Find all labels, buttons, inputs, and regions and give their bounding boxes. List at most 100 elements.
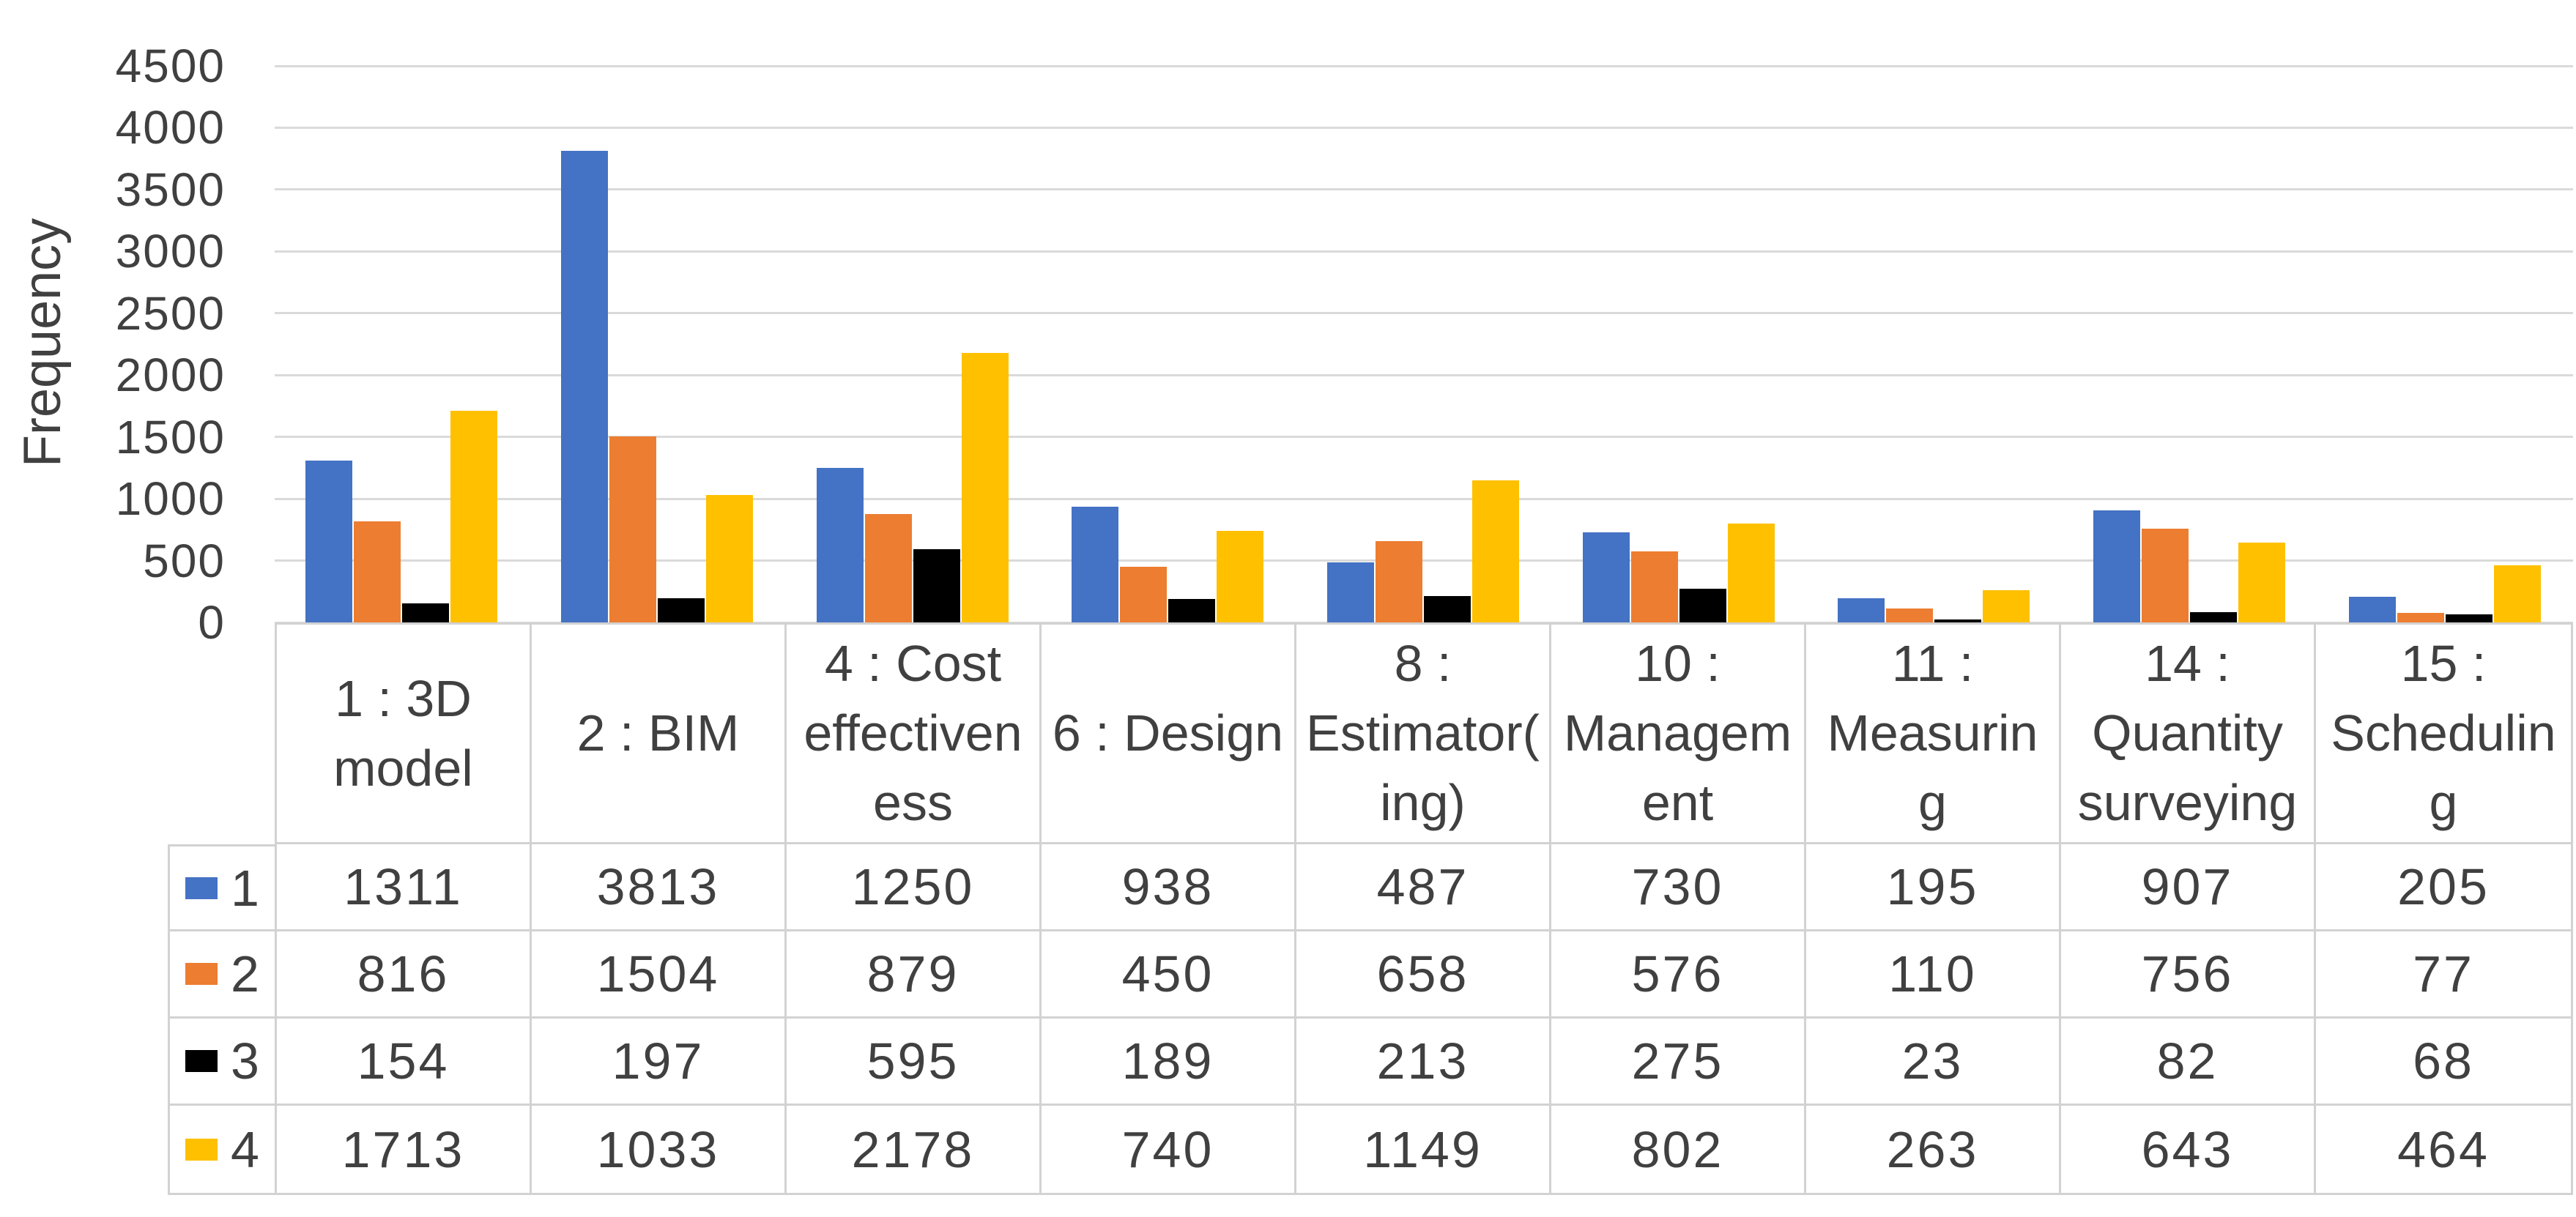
gridline [275,436,2573,439]
legend-color-swatch-icon [185,1050,218,1072]
category-header-line: 2 : BIM [576,704,740,762]
category-header-line: 11 : [1891,635,1974,692]
bar-series3-cat8 [2190,612,2238,622]
bar-series2-cat2 [609,436,656,622]
gridline [275,250,2573,253]
legend-series-name: 4 [231,1120,259,1178]
bar-series4-cat7 [1983,590,2030,622]
category-slot [2317,66,2573,622]
value-cell: 730 [1551,844,1806,931]
chart-plot-area [275,64,2573,624]
category-slot [1807,66,2063,622]
value-cell: 879 [787,931,1042,1019]
value-cell: 756 [2061,931,2316,1019]
bar-series2-cat4 [1120,567,1168,622]
category-slot [275,66,530,622]
y-tick-label: 4500 [115,40,226,92]
legend-color-swatch-icon [185,1138,218,1161]
legend-series-name: 1 [231,859,259,917]
value-cell: 154 [277,1019,532,1106]
value-cell: 802 [1551,1106,1806,1193]
value-cell: 195 [1806,844,2061,931]
legend-key-3: 3 [170,1019,277,1106]
value-cell: 658 [1296,931,1551,1019]
value-cell: 110 [1806,931,2061,1019]
gridline [275,497,2573,500]
value-cell: 189 [1042,1019,1296,1106]
bar-series2-cat6 [1630,551,1678,622]
category-header-cell: 4 : Cost effectiven ess [787,625,1042,842]
value-cell: 82 [2061,1019,2316,1106]
value-cell: 1250 [787,844,1042,931]
bar-series2-cat9 [2397,613,2444,622]
y-tick-label: 3000 [115,225,226,278]
category-header-cell: 14 : Quantity surveying [2061,625,2316,842]
bars-layer [275,66,2573,622]
category-slot [1551,66,1807,622]
category-header-cell: 11 : Measurin g [1806,625,2061,842]
legend-key-4: 4 [170,1106,277,1193]
value-cell: 77 [2316,931,2571,1019]
bar-series1-cat2 [561,151,608,622]
gridline [275,559,2573,562]
bar-series3-cat1 [402,603,450,622]
value-cell: 275 [1551,1019,1806,1106]
category-header-line: 8 : [1394,635,1452,692]
bar-series3-cat2 [658,598,705,622]
bar-series3-cat9 [2445,614,2493,622]
legend-color-swatch-icon [185,963,218,985]
category-header-line: g [2429,774,2458,831]
category-header-cell: 2 : BIM [532,625,787,842]
bar-series2-cat8 [2142,529,2189,622]
bar-series3-cat6 [1679,589,1726,622]
y-tick-label: 4000 [115,101,226,155]
category-slot [530,66,786,622]
category-header-line: g [1918,774,1947,831]
value-cell: 464 [2397,1120,2490,1178]
value-cell: 1311 [277,844,532,931]
value-cell: 1033 [532,1106,787,1193]
category-header-line: model [333,739,473,797]
category-header-line: 14 : [2145,635,2230,692]
bar-series1-cat7 [1838,598,1885,622]
bar-series2-cat7 [1886,608,1934,622]
category-header-line: ent [1641,774,1714,831]
bar-series3-cat5 [1424,596,1471,622]
y-tick-label: 500 [143,534,226,587]
y-tick-label: 3500 [115,163,226,216]
value-cell: 938 [1042,844,1296,931]
category-header-line: 1 : 3D [335,669,472,727]
category-slot [785,66,1041,622]
category-header-cell: 8 : Estimator(ing) [1296,625,1551,842]
category-header-line: Quantity [2092,704,2283,762]
category-header-line: ing) [1380,774,1466,831]
data-table: 1 1311 3813 1250 938 487 730 195 907 205 2 816 1504 8… [168,844,2573,1195]
value-cell: 1504 [532,931,787,1019]
bar-series1-cat6 [1582,532,1630,622]
y-tick-label: 2000 [115,349,226,402]
category-header-line: Schedulin [2331,704,2556,762]
value-cell: 1149 [1296,1106,1551,1193]
bar-series4-cat3 [961,353,1009,622]
bar-series1-cat1 [305,461,353,622]
legend-series-name: 2 [231,945,259,1002]
value-cell: 1713 [277,1106,532,1193]
y-tick-label: 0 [198,596,226,649]
bar-series4-cat9 [2493,565,2541,622]
category-header-line: Managem [1563,704,1792,762]
bar-series1-cat4 [1072,507,1119,622]
category-header-cell: 1 : 3D model [277,625,532,842]
value-cell: 740 [1042,1106,1296,1193]
category-header-cell: 15 : Schedulin g [2316,625,2571,842]
legend-key-1: 1 [170,844,277,931]
value-cell: 68 [2316,1019,2571,1106]
bar-series2-cat1 [354,521,401,622]
category-header-line: Measurin [1827,704,2038,762]
bar-series4-cat5 [1472,480,1520,622]
legend-key-2: 2 [170,931,277,1019]
value-cell: 487 [1296,844,1551,931]
category-header-line: 6 : Design [1052,704,1284,762]
y-tick-label: 1000 [115,472,226,526]
bar-series1-cat9 [2348,597,2396,622]
